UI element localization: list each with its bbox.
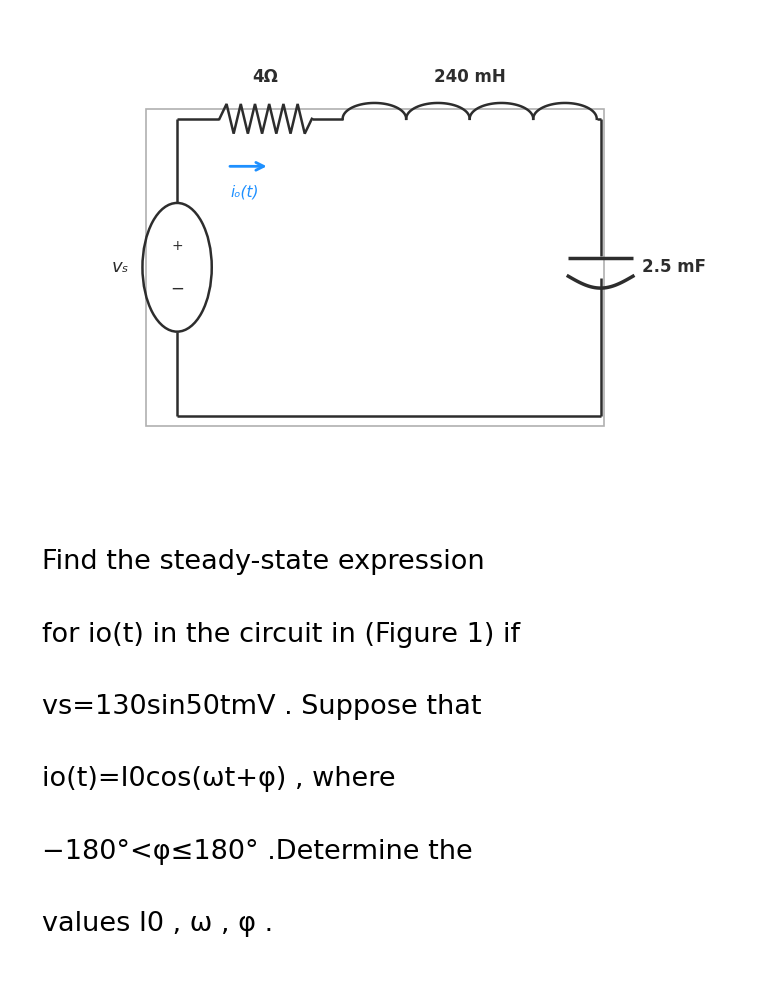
FancyBboxPatch shape	[146, 109, 604, 426]
Text: +: +	[171, 239, 183, 252]
Text: vₛ: vₛ	[111, 258, 129, 276]
Text: 2.5 mF: 2.5 mF	[642, 258, 706, 276]
Text: iₒ(t): iₒ(t)	[230, 184, 259, 199]
Text: io(t)=I0cos(ωt+φ) , where: io(t)=I0cos(ωt+φ) , where	[42, 766, 396, 792]
Text: Find the steady-state expression: Find the steady-state expression	[42, 549, 485, 575]
Text: 240 mH: 240 mH	[434, 68, 506, 86]
Text: 4Ω: 4Ω	[253, 68, 279, 86]
Text: vs=130sin50tmV . Suppose that: vs=130sin50tmV . Suppose that	[42, 694, 482, 720]
Text: for io(t) in the circuit in (Figure 1) if: for io(t) in the circuit in (Figure 1) i…	[42, 622, 521, 647]
Text: −: −	[170, 280, 184, 298]
Text: values I0 , ω , φ .: values I0 , ω , φ .	[42, 911, 273, 937]
Text: −180°<φ≤180° .Determine the: −180°<φ≤180° .Determine the	[42, 839, 473, 864]
